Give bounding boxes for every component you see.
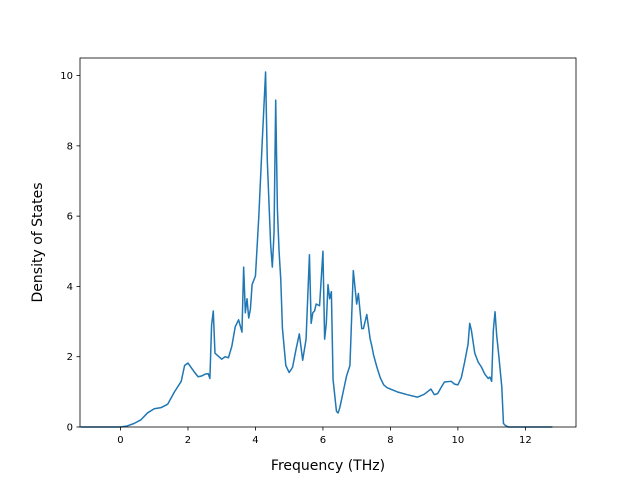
x-tick-label: 8 (387, 435, 393, 446)
x-axis-label: Frequency (THz) (271, 458, 385, 474)
y-axis-ticks: 0 2 4 6 8 10 (60, 71, 80, 434)
y-tick-label: 10 (60, 71, 73, 82)
x-tick-label: 12 (519, 435, 532, 446)
y-tick-label: 6 (67, 212, 73, 223)
plot-area (80, 71, 553, 428)
x-tick-label: 10 (452, 435, 465, 446)
y-tick-label: 2 (67, 352, 73, 363)
y-tick-label: 4 (67, 282, 73, 293)
y-axis-label: Density of States (30, 183, 46, 303)
y-tick-label: 0 (67, 423, 73, 434)
x-tick-label: 4 (252, 435, 258, 446)
y-tick-label: 8 (67, 141, 73, 152)
dos-series-line (80, 71, 553, 428)
axes-frame (79, 57, 577, 428)
x-tick-label: 2 (185, 435, 191, 446)
x-axis-ticks: 0 2 4 6 8 10 12 (117, 427, 532, 446)
x-tick-label: 0 (117, 435, 123, 446)
x-tick-label: 6 (320, 435, 326, 446)
